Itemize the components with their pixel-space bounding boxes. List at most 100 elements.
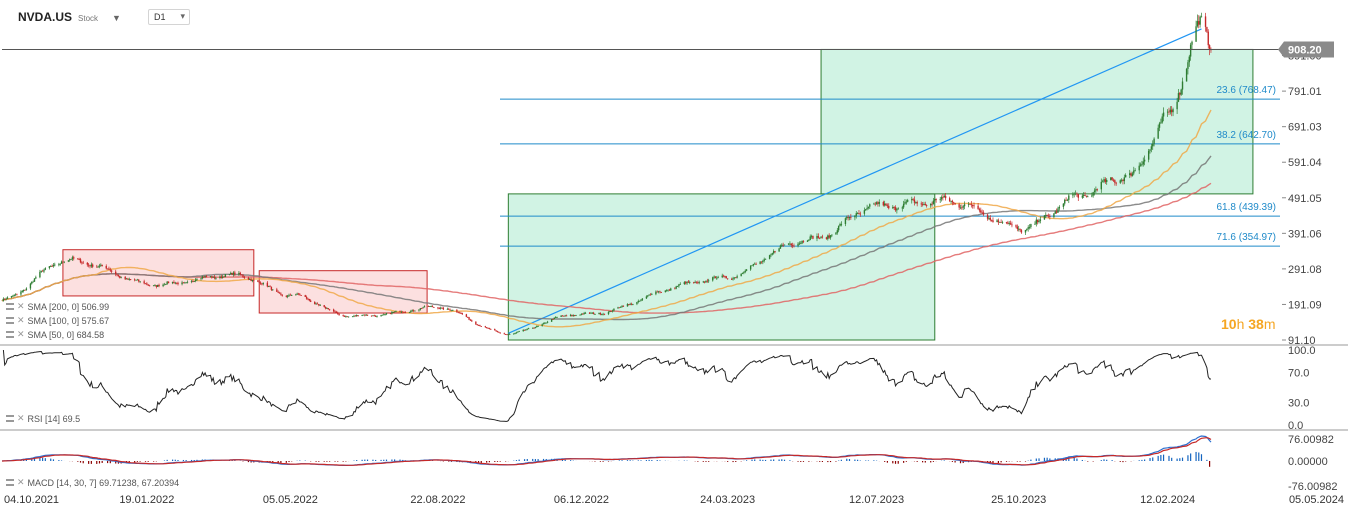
- candle-body: [613, 308, 615, 311]
- candle-body: [355, 315, 358, 316]
- candle-body: [579, 314, 581, 316]
- candle-body: [243, 276, 246, 278]
- candle-body: [281, 294, 283, 296]
- candle-body: [610, 311, 612, 312]
- candle-body: [1007, 222, 1009, 224]
- menu-icon[interactable]: [6, 479, 14, 486]
- candle-body: [1066, 199, 1069, 201]
- candle-body: [782, 244, 784, 246]
- close-icon[interactable]: ✕: [17, 413, 25, 423]
- candle-body: [816, 236, 818, 239]
- candle-body: [629, 303, 631, 305]
- candle-body: [51, 266, 53, 267]
- candle-body: [705, 280, 707, 283]
- candle-body: [346, 316, 348, 318]
- legend-sma200[interactable]: ✕ SMA [200, 0] 506.99: [6, 301, 109, 312]
- candle-body: [721, 275, 723, 278]
- candle-body: [640, 299, 642, 301]
- candle-body: [14, 294, 17, 296]
- candle-body: [893, 207, 895, 208]
- candle-body: [203, 276, 205, 278]
- candle-body: [498, 331, 500, 333]
- candle-body: [52, 265, 55, 267]
- candle-body: [304, 295, 306, 297]
- candle-body: [594, 314, 596, 315]
- candle-body: [759, 261, 761, 265]
- candle-body: [517, 331, 519, 333]
- candle-body: [689, 282, 691, 283]
- candle-body: [545, 322, 547, 324]
- candle-body: [357, 315, 359, 316]
- candle-body: [790, 243, 792, 246]
- candle-body: [948, 198, 951, 202]
- symbol-header[interactable]: NVDA.US Stock ▼: [18, 10, 121, 24]
- candle-body: [1018, 228, 1020, 230]
- candle-body: [733, 277, 736, 279]
- candle-body: [278, 292, 281, 294]
- close-icon[interactable]: ✕: [17, 329, 25, 339]
- candle-body: [1011, 224, 1013, 226]
- legend-macd[interactable]: ✕ MACD [14, 30, 7] 69.71238, 67.20394: [6, 477, 179, 488]
- candle-body: [679, 283, 681, 285]
- candle-body: [725, 276, 727, 279]
- candle-body: [951, 200, 954, 203]
- candle-body: [859, 213, 862, 215]
- candle-body: [16, 294, 18, 296]
- candle-body: [863, 210, 866, 214]
- candle-body: [678, 284, 680, 287]
- candle-body: [1020, 230, 1023, 233]
- candle-body: [332, 309, 335, 312]
- candle-body: [193, 281, 195, 282]
- candle-body: [182, 282, 185, 284]
- candle-body: [228, 274, 231, 275]
- close-icon[interactable]: ✕: [17, 315, 25, 325]
- candle-body: [1084, 195, 1086, 196]
- candle-body: [990, 219, 993, 221]
- candle-body: [1072, 194, 1074, 196]
- legend-sma100[interactable]: ✕ SMA [100, 0] 575.67: [6, 315, 109, 326]
- candle-body: [232, 272, 235, 275]
- candle-body: [798, 243, 801, 245]
- candle-body: [996, 220, 998, 223]
- menu-icon[interactable]: [6, 317, 14, 324]
- candle-body: [404, 312, 407, 313]
- price-tag-value: 908.20: [1288, 44, 1322, 56]
- candle-body: [261, 283, 263, 285]
- candle-body: [144, 283, 147, 285]
- candle-body: [1110, 177, 1112, 180]
- close-icon[interactable]: ✕: [17, 477, 25, 487]
- candle-body: [821, 236, 824, 238]
- candle-body: [637, 300, 639, 302]
- candle-body: [541, 324, 543, 327]
- timeframe-select[interactable]: D1 ▾: [148, 9, 190, 25]
- candle-body: [1047, 215, 1050, 217]
- legend-sma50[interactable]: ✕ SMA [50, 0] 684.58: [6, 329, 104, 340]
- candle-body: [1095, 189, 1097, 191]
- candle-body: [488, 328, 491, 329]
- candle-body: [1187, 62, 1189, 69]
- candle-body: [550, 319, 553, 322]
- candle-body: [797, 243, 799, 246]
- macd-axis-label: -76.00982: [1288, 481, 1338, 493]
- candle-body: [901, 207, 903, 209]
- menu-icon[interactable]: [6, 415, 14, 422]
- candle-body: [1133, 170, 1135, 174]
- candle-body: [430, 306, 432, 307]
- candle-body: [1015, 225, 1017, 227]
- legend-rsi[interactable]: ✕ RSI [14] 69.5: [6, 413, 80, 424]
- candle-body: [553, 317, 556, 320]
- candle-body: [892, 207, 894, 209]
- candle-body: [383, 314, 385, 316]
- close-icon[interactable]: ✕: [17, 301, 25, 311]
- menu-icon[interactable]: [6, 303, 14, 310]
- menu-icon[interactable]: [6, 331, 14, 338]
- candle-body: [299, 294, 301, 296]
- macd-axis-label: 76.00982: [1288, 434, 1334, 446]
- candle-body: [651, 294, 653, 296]
- candle-body: [25, 288, 28, 291]
- candle-body: [812, 235, 814, 239]
- chevron-down-icon[interactable]: ▼: [112, 13, 121, 23]
- candle-body: [982, 212, 985, 215]
- candle-body: [850, 216, 852, 218]
